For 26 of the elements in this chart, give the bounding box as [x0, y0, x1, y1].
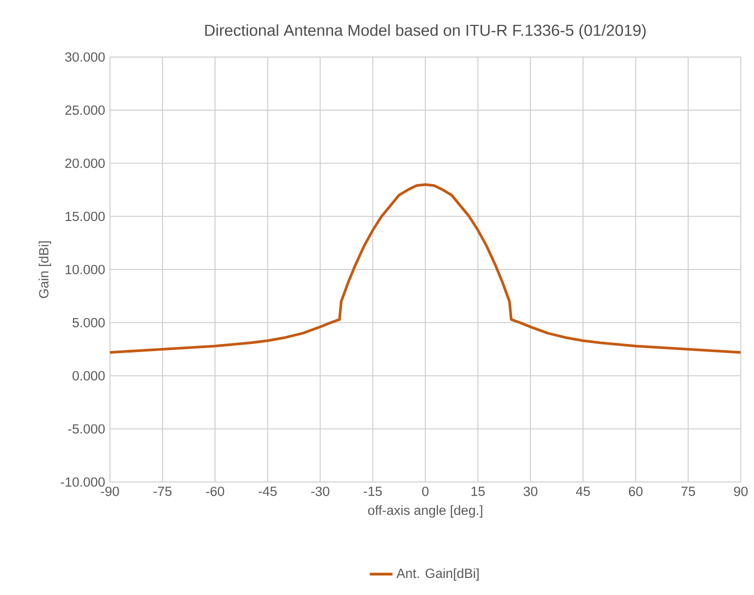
x-tick-label: -90 [100, 486, 120, 496]
chart-title: Directional Antenna Model based on ITU-R F.1336-5 (01/2019) [205, 24, 646, 40]
y-tick-label: 0.000 [72, 371, 105, 380]
x-tick-label: 30 [524, 486, 538, 496]
y-axis-title: Gain [dBi] [38, 241, 52, 298]
x-tick-label: 90 [734, 486, 748, 496]
y-tick-label: 5.000 [72, 318, 105, 328]
y-tick-label: 15.000 [66, 212, 105, 222]
x-tick-label: 45 [576, 486, 590, 496]
y-tick-label: 20.000 [65, 158, 105, 168]
legend-label: Ant. Gain[dBi] [396, 568, 479, 581]
y-tick-label: -10.000 [60, 477, 105, 487]
x-tick-label: 15 [472, 486, 485, 496]
x-tick-label: 0 [422, 486, 429, 496]
x-tick-label: 60 [628, 486, 642, 496]
x-tick-label: -75 [153, 486, 172, 496]
y-tick-label: -5.000 [68, 424, 105, 434]
y-tick-label: 10.000 [66, 264, 105, 274]
x-tick-label: -15 [364, 486, 382, 496]
x-axis-title: off-axis angle [deg.] [368, 505, 482, 518]
x-tick-label: -45 [258, 486, 277, 496]
y-tick-label: 30.000 [65, 52, 105, 62]
x-tick-label: 75 [682, 486, 696, 496]
x-tick-label: -30 [311, 486, 330, 496]
x-tick-label: -60 [206, 486, 224, 496]
y-tick-label: 25.000 [65, 105, 105, 115]
